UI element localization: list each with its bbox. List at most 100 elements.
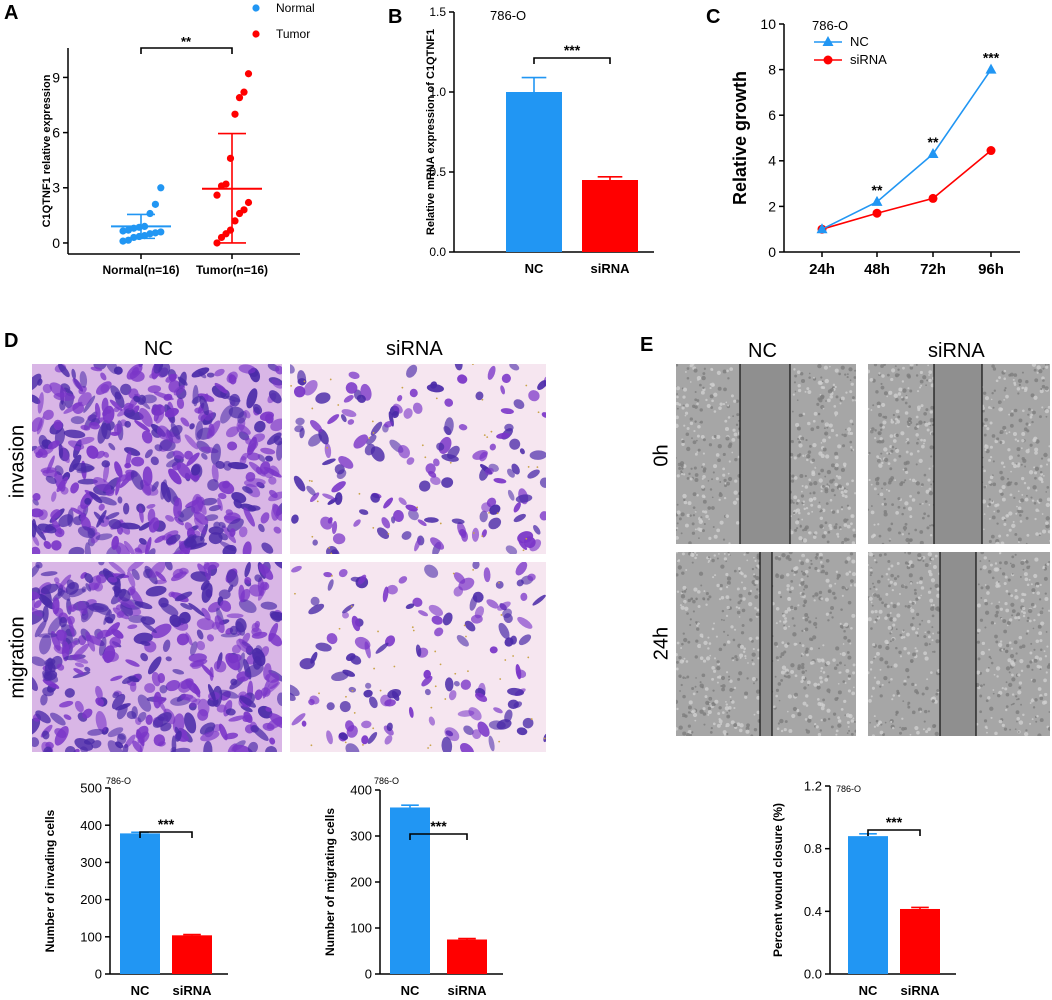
cell-speck: [705, 700, 710, 705]
cell-speck: [751, 659, 754, 662]
cell-speck: [1039, 668, 1042, 671]
cell-speck: [1001, 648, 1004, 651]
cell-speck: [683, 500, 688, 505]
cell-speck: [835, 475, 839, 478]
cell-speck: [676, 386, 680, 391]
stained-cell: [345, 653, 356, 662]
cell-speck: [918, 580, 923, 585]
cell-speck: [881, 601, 884, 605]
cell-speck: [676, 653, 678, 657]
cell-speck: [994, 567, 1000, 572]
cell-speck: [730, 720, 735, 725]
stained-cell: [151, 623, 172, 639]
cell-speck: [1045, 671, 1048, 674]
cell-speck: [870, 409, 873, 411]
stained-cell: [180, 694, 194, 701]
cell-speck: [1045, 365, 1049, 369]
cell-speck: [928, 378, 932, 383]
cell-speck: [751, 676, 756, 682]
cell-speck: [843, 635, 848, 640]
cell-speck: [1031, 588, 1036, 593]
cell-speck: [1036, 714, 1039, 718]
cell-speck: [788, 729, 793, 733]
cell-speck: [923, 512, 926, 516]
stained-cell: [293, 475, 306, 492]
cell-speck: [800, 655, 803, 657]
cell-speck: [683, 473, 686, 476]
cell-speck: [681, 552, 685, 556]
cell-speck: [778, 555, 781, 558]
pore-dot: [452, 572, 455, 575]
cell-speck: [808, 620, 812, 624]
cell-speck: [869, 568, 873, 572]
stained-cell: [247, 505, 261, 511]
cell-speck: [839, 528, 842, 530]
stained-cell: [106, 613, 116, 624]
stained-cell: [513, 399, 525, 410]
cell-speck: [791, 617, 795, 620]
cell-speck: [773, 705, 776, 709]
stained-cell: [418, 610, 429, 617]
stained-cell: [72, 643, 90, 659]
cell-speck: [1042, 700, 1047, 705]
stained-cell: [527, 469, 540, 479]
cell-speck: [706, 597, 710, 601]
cell-speck: [879, 657, 884, 662]
cell-speck: [982, 565, 987, 570]
cell-speck: [844, 495, 848, 499]
cell-speck: [1008, 528, 1012, 532]
cell-speck: [728, 706, 732, 710]
stained-cell: [457, 374, 468, 384]
stained-cell: [200, 731, 220, 742]
cell-speck: [883, 510, 887, 514]
cell-speck: [819, 676, 823, 680]
pore-dot: [337, 404, 340, 406]
cell-speck: [896, 419, 900, 424]
cell-speck: [994, 562, 998, 565]
cell-speck: [797, 664, 802, 668]
stained-cell: [269, 489, 278, 499]
stained-cell: [144, 449, 153, 459]
stained-cell: [295, 417, 305, 426]
cell-speck: [1005, 608, 1010, 613]
cell-speck: [808, 497, 814, 503]
stained-cell: [235, 618, 247, 633]
cell-speck: [1010, 660, 1015, 665]
stained-cell: [218, 521, 226, 529]
cell-speck: [718, 406, 722, 410]
stained-cell: [326, 730, 333, 745]
stained-cell: [191, 367, 210, 378]
cell-speck: [736, 587, 740, 591]
stained-cell: [32, 591, 41, 600]
cell-speck: [878, 463, 883, 468]
stained-cell: [260, 447, 276, 455]
cell-speck: [799, 474, 804, 479]
cell-speck: [884, 660, 889, 665]
cell-speck: [904, 585, 908, 589]
cell-speck: [705, 592, 709, 596]
stained-cell: [76, 436, 95, 445]
a-point-tumor: [244, 198, 253, 207]
cell-speck: [1041, 384, 1046, 389]
stained-cell: [189, 641, 198, 656]
cell-speck: [929, 445, 934, 450]
cell-speck: [850, 446, 853, 449]
cell-speck: [695, 553, 698, 556]
stained-cell: [472, 729, 482, 740]
stained-cell: [118, 589, 131, 602]
cell-speck: [803, 527, 808, 532]
panel-letter-c: C: [706, 6, 721, 28]
cell-speck: [801, 485, 804, 488]
cell-speck: [1043, 452, 1048, 458]
cell-speck: [901, 533, 905, 536]
cell-speck: [921, 516, 925, 520]
cell-speck: [689, 417, 693, 421]
c-point-sirna: [986, 146, 996, 156]
cell-speck: [911, 601, 915, 605]
cell-speck: [1005, 681, 1008, 684]
stained-cell: [147, 656, 162, 675]
stained-cell: [218, 492, 227, 500]
cell-speck: [798, 511, 801, 515]
cell-speck: [1003, 629, 1008, 634]
cell-speck: [899, 731, 903, 735]
